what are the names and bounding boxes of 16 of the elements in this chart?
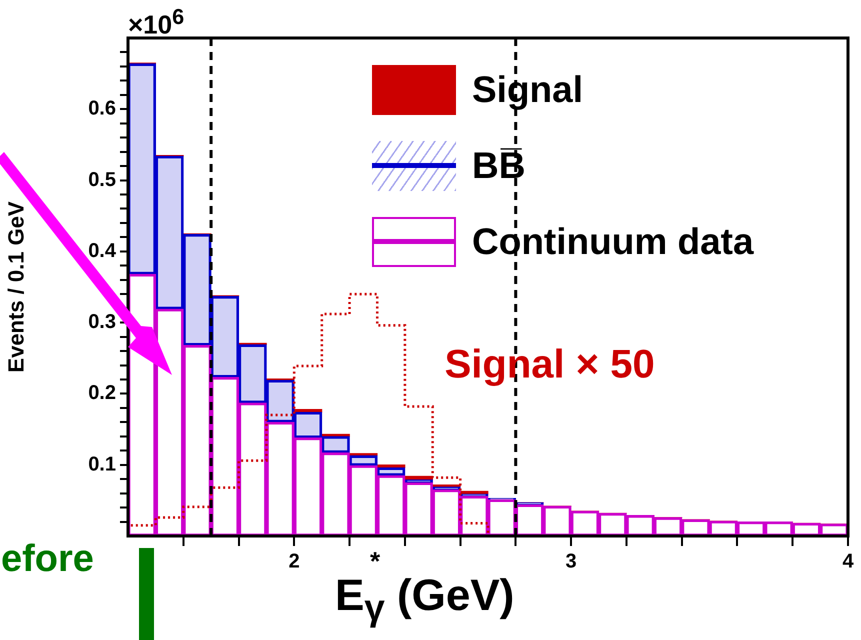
y-tick-label: 0.2 (88, 382, 116, 404)
text: efore (1, 538, 94, 580)
y-tick-label: 0.5 (88, 168, 116, 191)
legend-label: BB̅ (472, 145, 526, 187)
y-tick-label: 0.1 (88, 453, 116, 476)
y-tick-label: 0.3 (88, 311, 116, 334)
x-tick-label: 3 (566, 550, 577, 573)
legend-label: Signal (472, 69, 584, 111)
y-tick-label: 0.4 (88, 240, 117, 262)
y-tick-label: 0.6 (88, 98, 116, 120)
annotation: ×10$^{6}$ (128, 4, 184, 40)
y-axis-title: Events / 0.1 GeV (3, 201, 28, 373)
legend-label: Continuum data (472, 221, 754, 263)
x-tick-label: 4 (842, 550, 854, 573)
x-tick-label: 2 (288, 550, 300, 573)
series-label: Signal × 50 (444, 342, 655, 387)
